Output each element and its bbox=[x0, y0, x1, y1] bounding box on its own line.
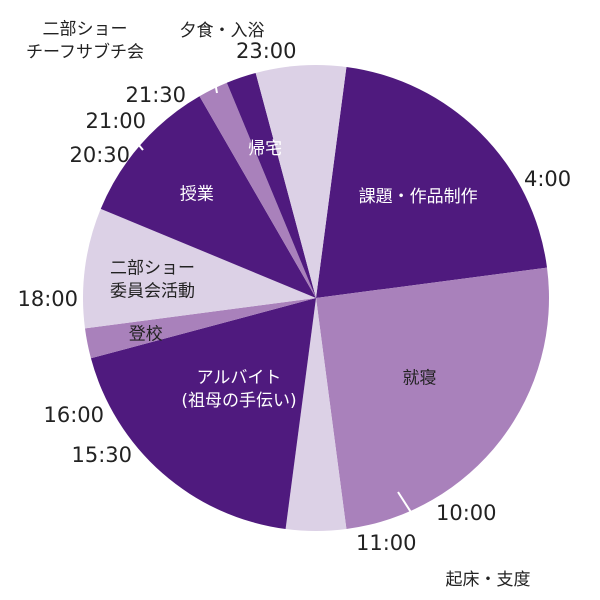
slice-label-line: 帰宅 bbox=[248, 139, 282, 159]
slice-label-line: 課題・作品制作 bbox=[359, 187, 478, 207]
slice-label: 登校 bbox=[129, 325, 163, 345]
pie-slice bbox=[90, 298, 316, 530]
slice-label-line: 起床・支度 bbox=[446, 570, 531, 590]
slice-label: 帰宅 bbox=[248, 139, 282, 159]
slice-label-line: 登校 bbox=[129, 325, 163, 345]
time-tick-label: 20:30 bbox=[69, 143, 130, 167]
slice-label-line: (祖母の手伝い) bbox=[181, 391, 296, 411]
leader-line bbox=[397, 491, 433, 546]
pie-slice bbox=[255, 64, 347, 299]
time-tick-label: 21:00 bbox=[85, 109, 146, 133]
pie-slice bbox=[199, 82, 316, 299]
time-tick-label: 18:00 bbox=[17, 287, 78, 311]
time-tick-labels: 23:00 4:00 10:00 11:00 15:30 16:00 18:00 20:30 2… bbox=[17, 39, 571, 555]
pie-slice bbox=[316, 267, 550, 530]
time-tick-label: 15:30 bbox=[71, 443, 132, 467]
slice-label: 二部ショーチーフサブチ会 bbox=[26, 20, 144, 63]
pie-slice bbox=[316, 66, 548, 299]
slice-label-line: 就寝 bbox=[403, 367, 437, 388]
pie-slice bbox=[226, 72, 316, 298]
pie-slice bbox=[82, 208, 316, 329]
leader-line bbox=[209, 54, 218, 94]
leader-lines bbox=[121, 54, 433, 546]
slice-label: 二部ショー委員会活動 bbox=[110, 258, 195, 301]
pie-slices bbox=[82, 64, 550, 532]
slice-label: 授業 bbox=[180, 185, 214, 205]
pie-slice bbox=[100, 96, 317, 298]
slice-label-line: チーフサブチ会 bbox=[26, 42, 144, 63]
slice-label: 起床・支度 bbox=[446, 570, 531, 590]
slice-label: 就寝 bbox=[403, 367, 437, 388]
slice-label-line: 委員会活動 bbox=[110, 281, 195, 301]
time-tick-label: 11:00 bbox=[356, 531, 417, 555]
slice-label: 夕食・入浴 bbox=[180, 21, 265, 41]
leader-line bbox=[121, 124, 144, 151]
slice-label-line: 夕食・入浴 bbox=[180, 21, 265, 41]
time-tick-label: 10:00 bbox=[436, 501, 497, 525]
slice-label-line: 二部ショー bbox=[43, 20, 128, 40]
time-tick-label: 16:00 bbox=[43, 403, 104, 427]
time-tick-label: 4:00 bbox=[524, 167, 571, 191]
pie-slice bbox=[285, 298, 347, 532]
slice-label-line: アルバイト bbox=[197, 368, 282, 388]
time-tick-label: 21:30 bbox=[125, 83, 186, 107]
pie-slice bbox=[84, 298, 317, 359]
slice-label: アルバイト (祖母の手伝い) bbox=[181, 368, 296, 411]
slice-label: 課題・作品制作 bbox=[359, 187, 478, 207]
slice-label-line: 二部ショー bbox=[110, 258, 195, 278]
slice-label-line: 授業 bbox=[180, 185, 214, 205]
time-tick-label: 23:00 bbox=[236, 39, 297, 63]
